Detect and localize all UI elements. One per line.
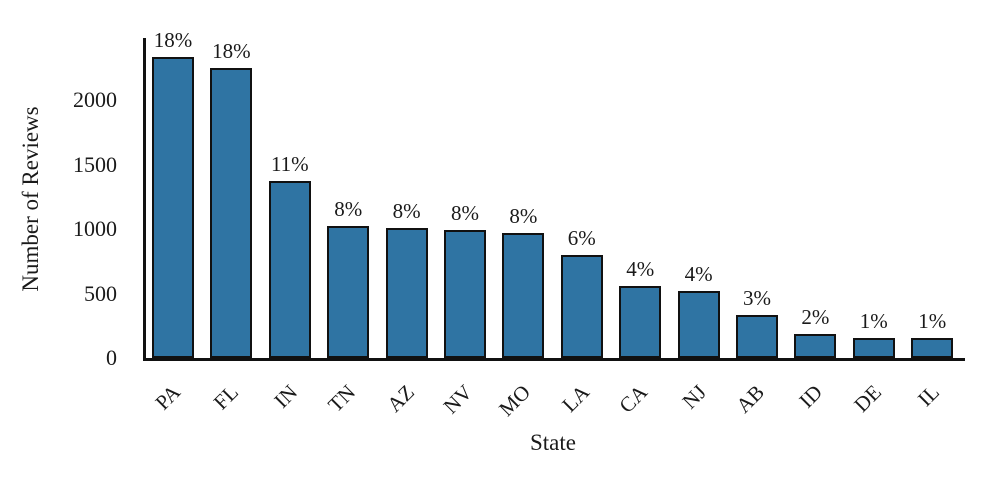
bar-LA — [560, 254, 603, 358]
bar-TN — [327, 226, 370, 358]
y-tick-label-2000: 2000 — [73, 86, 117, 112]
bar-value-label: 11% — [270, 152, 309, 177]
bar-CA — [619, 285, 662, 358]
bar-value-label: 18% — [153, 28, 193, 53]
y-tick-label-1000: 1000 — [73, 216, 117, 241]
bar-NJ — [677, 290, 720, 358]
bar-IN — [268, 181, 311, 358]
y-axis-spine — [143, 38, 146, 360]
bar-MO — [502, 232, 545, 358]
bar-value-label: 4% — [626, 256, 655, 281]
x-axis-spine — [143, 358, 965, 361]
bar-AB — [736, 315, 778, 358]
x-axis-title: State — [530, 430, 576, 455]
bar-value-label: 1% — [859, 309, 888, 333]
bar-value-label: 8% — [334, 197, 363, 222]
bar-IL — [911, 338, 954, 358]
y-tick-label-1500: 1500 — [73, 151, 117, 177]
bar-value-label: 8% — [451, 200, 479, 225]
bar-value-label: 4% — [684, 261, 713, 286]
bar-DE — [852, 338, 895, 358]
bar-ID — [794, 334, 837, 358]
bar-value-label: 18% — [212, 39, 251, 64]
y-tick-label-0: 0 — [106, 345, 117, 370]
bar-value-label: 1% — [918, 309, 947, 333]
bar-value-label: 8% — [392, 198, 421, 223]
bar-value-label: 6% — [567, 225, 596, 250]
bar-value-label: 2% — [801, 305, 830, 330]
y-tick-label-500: 500 — [84, 280, 117, 306]
bar-AZ — [385, 227, 428, 358]
bar-value-label: 3% — [743, 286, 771, 311]
bar-NV — [444, 229, 486, 358]
bar-PA — [152, 57, 194, 358]
bar-value-label: 8% — [509, 203, 538, 228]
bar-FL — [210, 68, 253, 358]
